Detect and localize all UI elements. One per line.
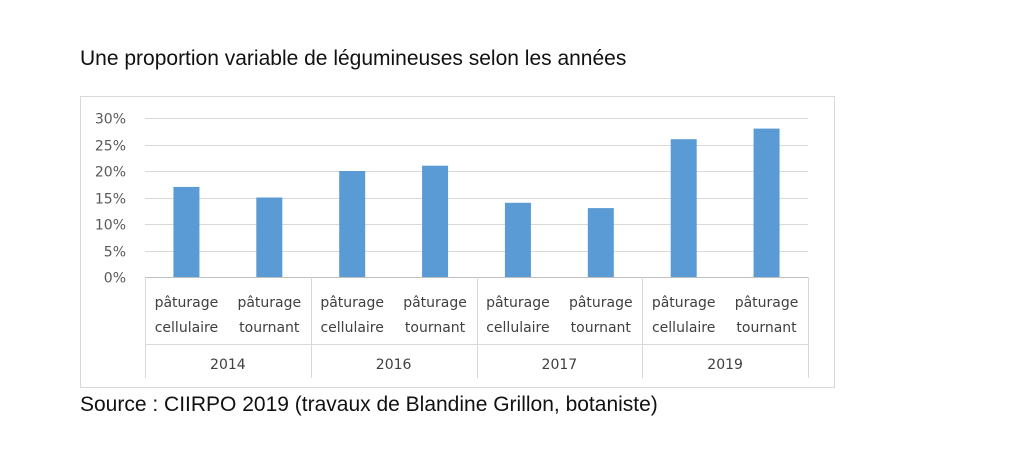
y-tick-label: 15% (95, 192, 126, 208)
category-label: tournant (736, 320, 797, 336)
category-label: tournant (571, 320, 632, 336)
category-label: pâturage (403, 295, 467, 311)
y-axis: 0% 5% 10% 15% 20% 25% 30% (95, 112, 126, 287)
group-label: 2016 (376, 357, 412, 373)
y-tick-label: 20% (95, 165, 126, 181)
y-tick-label: 25% (95, 139, 126, 155)
group-label: 2014 (210, 357, 246, 373)
bar (753, 128, 780, 277)
source-note: Source : CIIRPO 2019 (travaux de Blandin… (80, 393, 658, 416)
category-label: pâturage (652, 295, 716, 311)
category-label: pâturage (569, 295, 633, 311)
bars (173, 128, 780, 277)
category-label: tournant (405, 320, 466, 336)
category-label: pâturage (237, 295, 301, 311)
y-tick-label: 10% (95, 218, 126, 234)
bar (587, 208, 614, 277)
chart-title: Une proportion variable de légumineuses … (80, 47, 627, 70)
category-label: cellulaire (486, 320, 549, 336)
y-tick-label: 5% (104, 245, 126, 261)
category-label: cellulaire (652, 320, 715, 336)
category-label: pâturage (486, 295, 550, 311)
x-axis: pâturage cellulaire pâturage tournant 2014 pâ… (145, 277, 809, 378)
category-label: pâturage (320, 295, 384, 311)
category-label: cellulaire (320, 320, 383, 336)
bar (173, 186, 200, 277)
category-label: cellulaire (155, 320, 218, 336)
category-label: pâturage (155, 295, 219, 311)
group-label: 2017 (542, 357, 578, 373)
bar (422, 165, 449, 277)
bar (670, 139, 697, 277)
y-tick-label: 30% (95, 112, 126, 128)
y-tick-label: 0% (104, 271, 126, 287)
gridlines (145, 118, 808, 278)
category-label: tournant (239, 320, 300, 336)
bar (256, 197, 283, 277)
bar (504, 202, 531, 277)
category-label: pâturage (735, 295, 799, 311)
group-label: 2019 (707, 357, 743, 373)
bar (339, 171, 366, 277)
